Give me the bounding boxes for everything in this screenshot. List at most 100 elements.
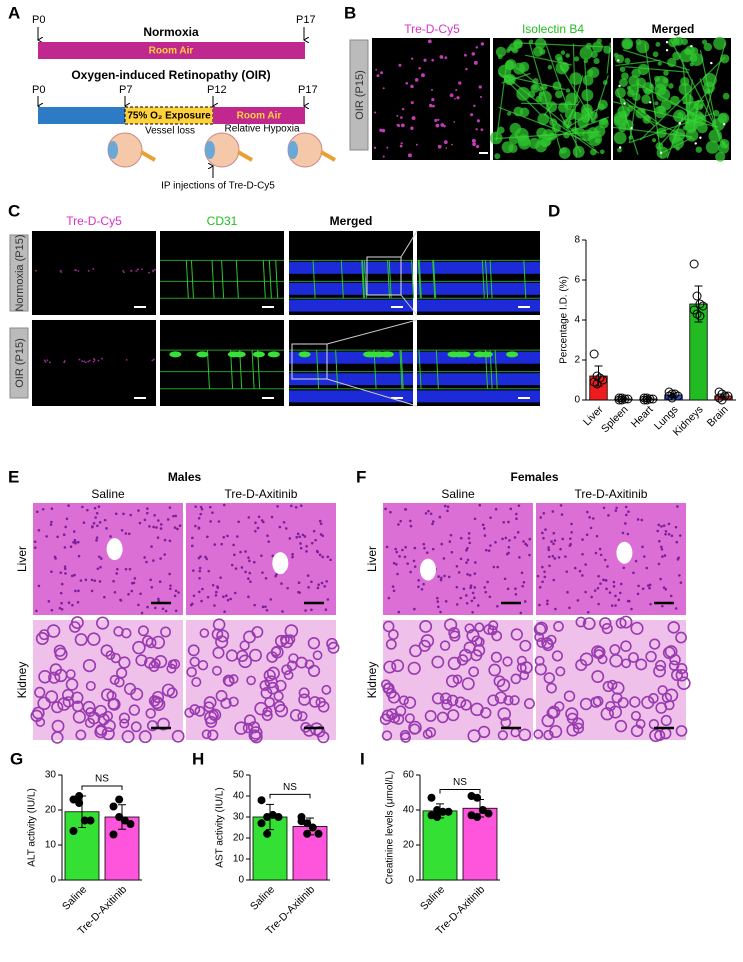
nucleus (299, 546, 303, 550)
data-point (257, 796, 266, 805)
signal (678, 122, 681, 125)
tubule (565, 707, 579, 721)
vessel (582, 74, 594, 86)
nucleus (597, 574, 600, 578)
nucleus (626, 532, 630, 536)
tubule (628, 652, 639, 663)
nucleus (315, 549, 319, 553)
nucleus (303, 535, 307, 538)
data-point (667, 389, 677, 399)
nucleus (465, 594, 468, 597)
injection-label: IP injections of Tre-D-Cy5 (161, 181, 275, 192)
nucleus (205, 557, 209, 561)
nucleus (506, 552, 509, 556)
vessel (433, 260, 437, 299)
nucleus (404, 508, 408, 511)
vessel (501, 141, 514, 154)
column-label: Isolectin B4 (522, 22, 584, 36)
nucleus (305, 550, 308, 553)
nucleus (465, 549, 468, 552)
nucleus (389, 510, 392, 514)
vessel (565, 53, 570, 58)
tubule (203, 701, 215, 713)
micrograph (186, 620, 336, 740)
signal (431, 97, 435, 102)
signal (83, 360, 86, 363)
vessel (615, 59, 661, 67)
nucleus (197, 590, 201, 594)
vessel (523, 260, 527, 299)
vessel (489, 260, 493, 299)
tubule (327, 641, 340, 654)
nucleus (197, 516, 201, 520)
data-point (444, 807, 453, 816)
nucleus (581, 574, 584, 577)
nucleus (217, 520, 221, 523)
data-point (617, 393, 627, 403)
nucleus (239, 550, 242, 554)
nucleus (663, 554, 667, 557)
tubule (385, 638, 397, 650)
nucleus (95, 539, 98, 542)
tubule (464, 623, 475, 634)
nucleus (192, 594, 196, 598)
nucleus (392, 589, 396, 593)
tubule (228, 696, 239, 707)
panel-label: B (344, 3, 356, 22)
signal (480, 128, 484, 132)
tubule (228, 674, 239, 684)
signal (46, 359, 49, 362)
tubule (563, 690, 576, 702)
signal (435, 123, 440, 128)
nucleus (230, 563, 234, 567)
nucleus (440, 542, 444, 546)
nucleus (424, 512, 428, 515)
nucleus (318, 519, 322, 523)
nucleus (310, 608, 313, 612)
signal (411, 116, 416, 120)
tubule (629, 696, 641, 708)
data-point (303, 819, 312, 828)
nucleus (64, 525, 68, 529)
oir-title: Oxygen-induced Retinopathy (OIR) (71, 68, 270, 82)
signal (465, 67, 468, 71)
row-label: Normoxia (P15) (14, 234, 26, 311)
nucleus (254, 529, 257, 533)
nucleus (422, 542, 426, 546)
signal (125, 358, 128, 361)
phase-label: Vessel loss (145, 126, 195, 137)
tubule (216, 629, 230, 643)
optic-nerve (237, 150, 253, 162)
nucleus (588, 516, 591, 519)
nucleus (384, 507, 387, 511)
nucleus (194, 505, 197, 508)
nucleus (412, 559, 416, 563)
tubule (664, 688, 679, 702)
vessel (644, 42, 663, 159)
signal (456, 96, 460, 100)
data-point (667, 393, 677, 403)
tubule (251, 626, 264, 639)
nucleus (437, 605, 440, 609)
nucleus (599, 553, 603, 557)
nucleus (470, 599, 474, 603)
nucleus (484, 548, 488, 552)
tubule (667, 621, 680, 634)
nucleus (247, 577, 250, 580)
nucleus (213, 604, 216, 607)
signal (49, 361, 51, 364)
vessel (682, 59, 690, 124)
tubule (118, 712, 130, 724)
nucleus (35, 609, 38, 613)
data-point (589, 377, 599, 387)
nucleus (260, 554, 263, 558)
nucleus (97, 555, 101, 559)
nucleus (553, 557, 557, 560)
nucleus (437, 575, 440, 578)
tubule (148, 695, 161, 707)
vessel (400, 350, 404, 389)
signal (432, 104, 435, 108)
tubule (579, 652, 594, 666)
nucleus (503, 577, 507, 581)
x-tick-label: Heart (629, 404, 656, 431)
